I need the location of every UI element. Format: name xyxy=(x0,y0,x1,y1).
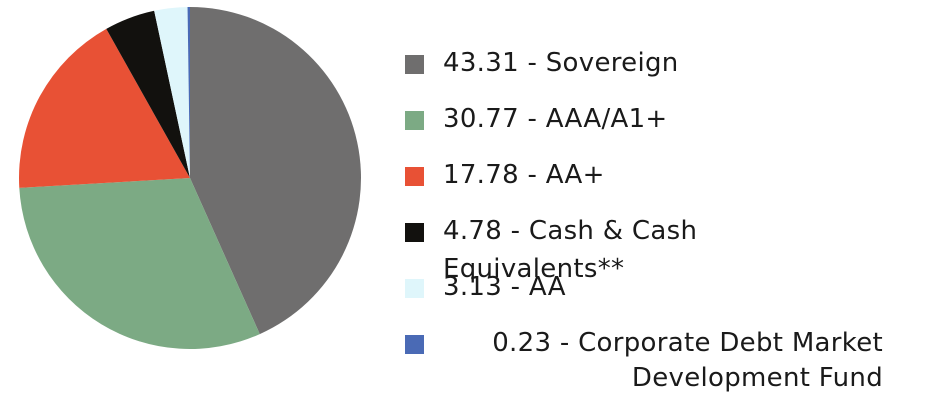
legend-swatch xyxy=(405,55,424,74)
legend-label: 4.78 - Cash & Cash Equivalents** xyxy=(443,216,698,284)
legend-label: 43.31 - Sovereign xyxy=(443,48,679,78)
pie-slice xyxy=(187,7,190,178)
legend-swatch xyxy=(405,223,424,242)
legend-item: 4.78 - Cash & Cash Equivalents** xyxy=(405,212,925,284)
legend-swatch xyxy=(405,167,424,186)
legend-swatch xyxy=(405,279,424,298)
pie-slice xyxy=(19,178,260,350)
legend-swatch xyxy=(405,111,424,130)
pie-slice xyxy=(106,10,190,178)
pie-slice xyxy=(154,7,190,179)
legend-label: 17.78 - AA+ xyxy=(443,160,605,190)
legend-item: 30.77 - AAA/A1+ xyxy=(405,100,925,156)
legend-swatch xyxy=(405,335,424,354)
legend-label: 30.77 - AAA/A1+ xyxy=(443,104,668,134)
legend-item: 43.31 - Sovereign xyxy=(405,44,925,100)
legend-label: 3.13 - AA xyxy=(443,272,566,302)
legend-item: 0.23 - Corporate Debt Market Development… xyxy=(405,324,925,393)
pie-slice xyxy=(190,7,361,335)
legend-label: 0.23 - Corporate Debt Market Development… xyxy=(492,328,883,393)
pie-chart xyxy=(19,7,361,350)
pie-slice xyxy=(19,28,190,188)
legend: 43.31 - Sovereign 30.77 - AAA/A1+ 17.78 - … xyxy=(405,44,925,393)
legend-item: 3.13 - AA xyxy=(405,268,925,324)
legend-item: 17.78 - AA+ xyxy=(405,156,925,212)
